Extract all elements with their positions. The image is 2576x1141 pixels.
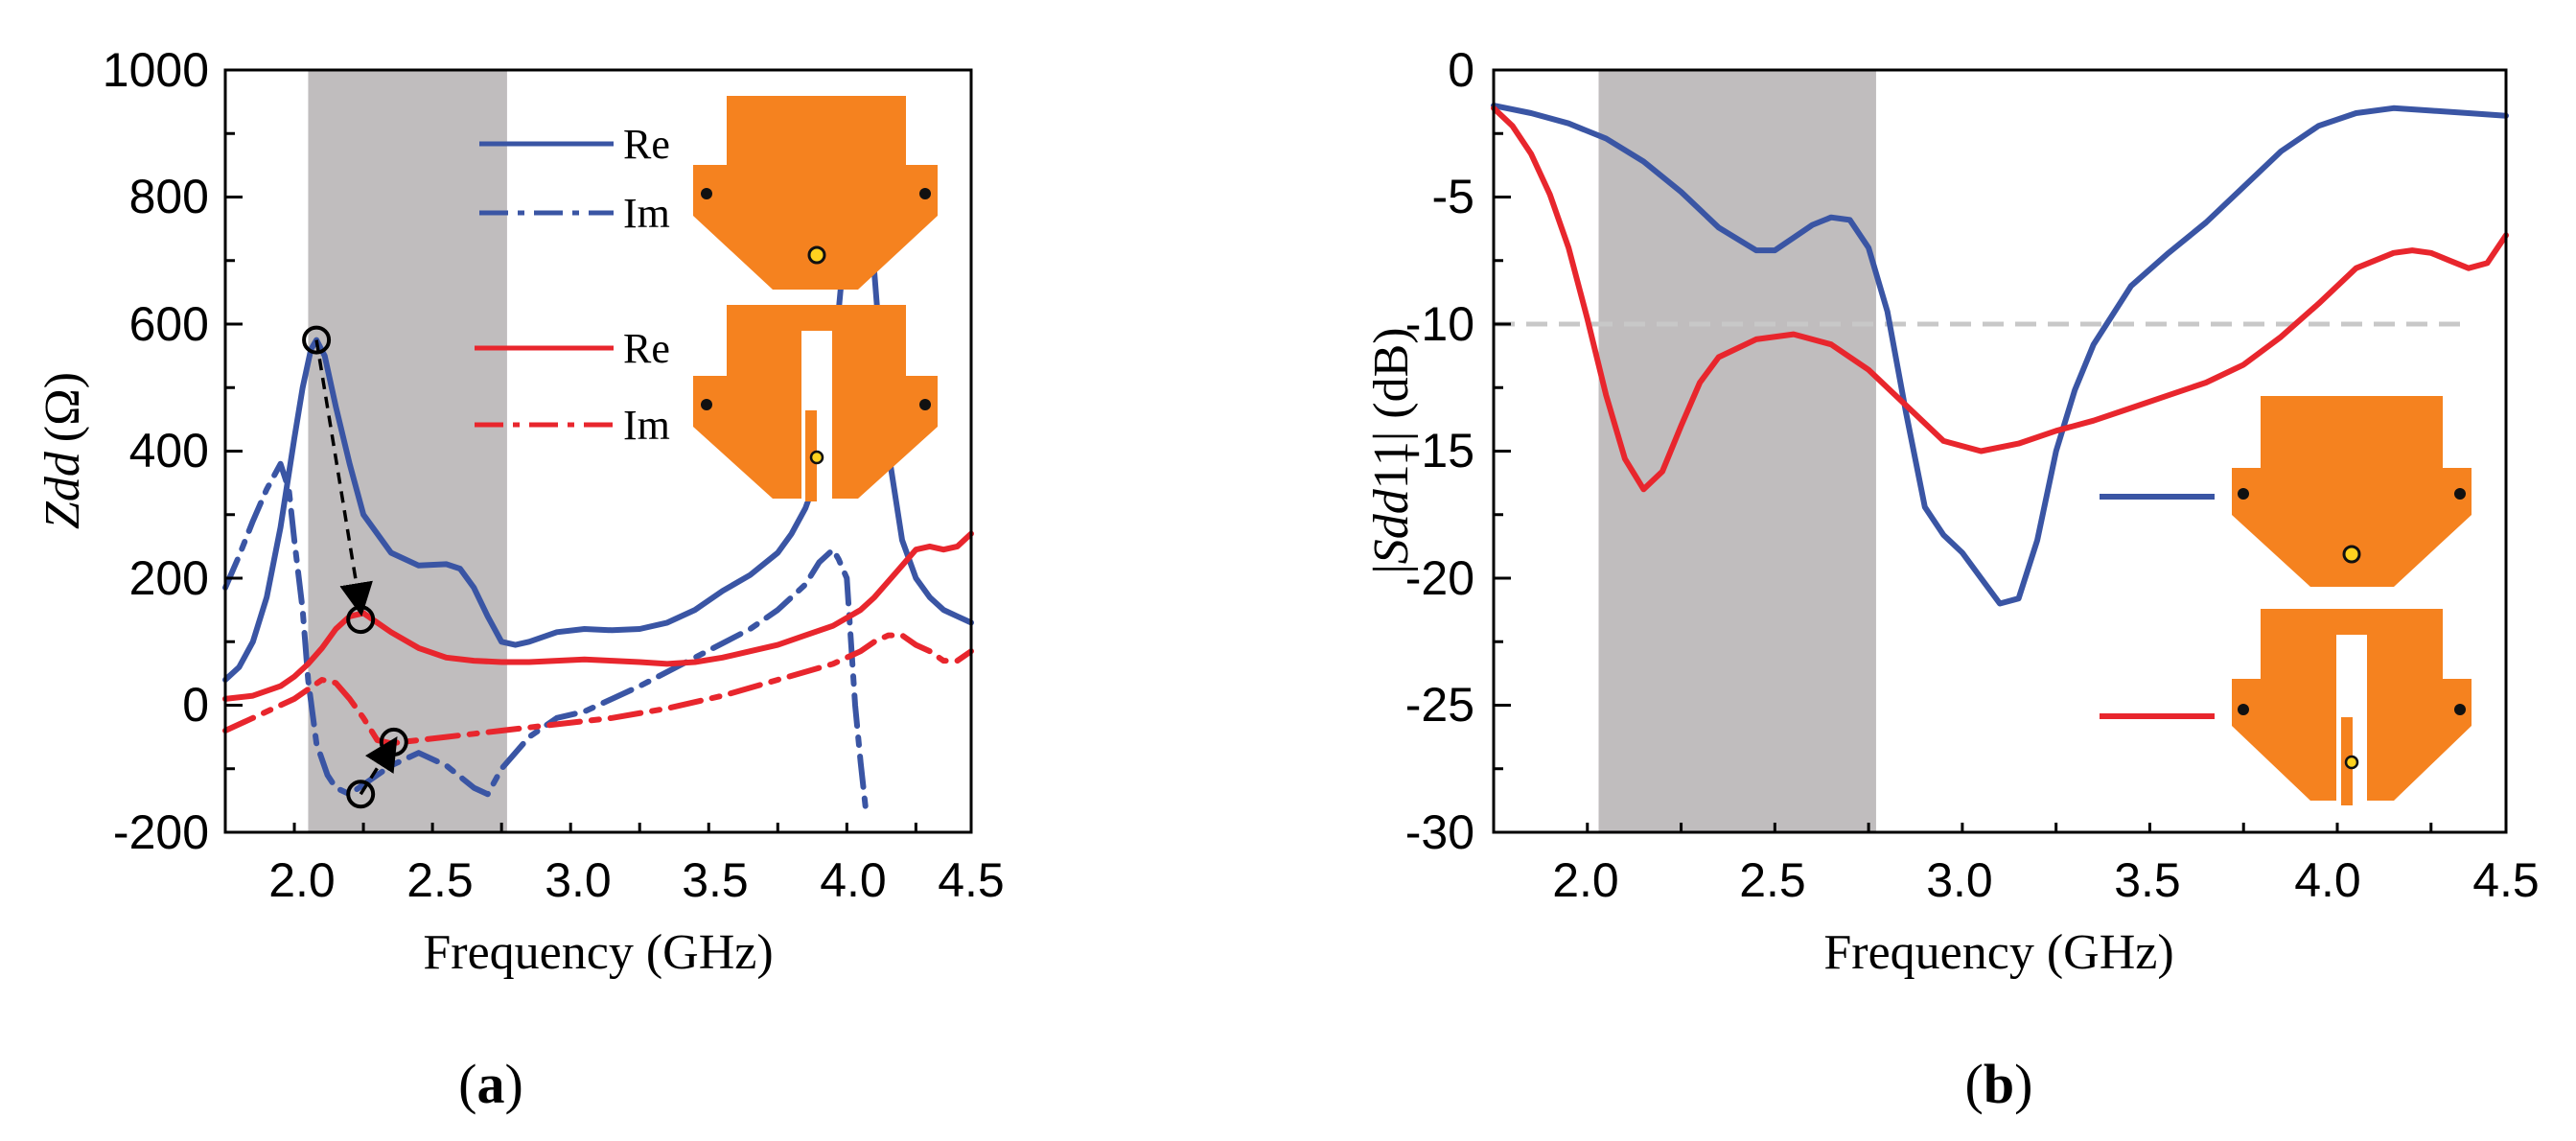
feed-point-left — [701, 399, 712, 410]
y-axis-label: |Sdd11| (dB) — [1364, 327, 1419, 573]
annotation-marker — [346, 780, 376, 809]
annotation-marker — [346, 605, 376, 635]
series-line-red-re — [222, 530, 974, 702]
antenna-icon-no-slot — [693, 96, 938, 290]
x-tick-label: 3.0 — [545, 853, 612, 907]
legend-label: Re — [623, 325, 670, 372]
annotation-marker — [302, 325, 332, 355]
y-tick-label: -15 — [1405, 424, 1474, 477]
feed-point-center — [2344, 755, 2359, 770]
series-line-red-im — [222, 632, 974, 747]
annotation-marker — [379, 727, 408, 757]
y-ticks-a — [225, 68, 243, 834]
antenna-icon-with-slot — [2232, 609, 2472, 805]
legend-label: Im — [623, 402, 670, 449]
y-tick-label: 800 — [129, 170, 209, 223]
y-tick-label: -200 — [113, 805, 209, 859]
x-tick-label: 2.0 — [268, 853, 336, 907]
series-line-blue-im — [222, 460, 870, 817]
feed-point-center — [2342, 545, 2361, 564]
x-tick-label: 3.5 — [682, 853, 749, 907]
y-axis-label: Zdd (Ω) — [35, 372, 90, 529]
panel-label-b: (b) — [1965, 1053, 2033, 1115]
y-tick-label: 200 — [129, 551, 209, 605]
y-tick-label: -20 — [1405, 551, 1474, 605]
feed-point-center — [807, 245, 826, 265]
feed-point-right — [919, 188, 931, 199]
shaded-band-b — [1598, 70, 1876, 832]
y-tick-label: -30 — [1405, 805, 1474, 859]
series-line-red-with-slot — [1491, 105, 2509, 493]
feed-point-center — [809, 450, 824, 465]
x-axis-label: Frequency (GHz) — [1823, 925, 2173, 980]
y-tick-label: -5 — [1432, 170, 1474, 223]
feed-point-right — [919, 399, 931, 410]
y-axis-unit: (Ω) — [35, 372, 90, 442]
feed-point-left — [2238, 488, 2249, 500]
antenna-icon-no-slot — [2232, 396, 2472, 587]
y-ticks-b — [1494, 68, 1511, 834]
shaded-band-a — [308, 70, 507, 832]
x-tick-label: 4.0 — [820, 853, 887, 907]
y-tick-label: -10 — [1405, 297, 1474, 351]
feed-point-left — [701, 188, 712, 199]
x-tick-label: 4.5 — [938, 853, 1005, 907]
y-axis-symbol: Zdd — [35, 451, 90, 529]
x-ticks-b — [1492, 823, 2433, 832]
feed-point-right — [2454, 488, 2466, 500]
x-tick-label: 4.5 — [2472, 853, 2540, 907]
y-tick-label: -25 — [1405, 678, 1474, 732]
feed-point-right — [2454, 704, 2466, 715]
feed-point-left — [2238, 704, 2249, 715]
legend-a: Re Im Re Im — [475, 121, 670, 449]
series-line-blue-without-slot — [1491, 103, 2509, 607]
antenna-icon-with-slot — [693, 305, 938, 501]
x-tick-label: 3.0 — [1926, 853, 1993, 907]
y-tick-label: 0 — [1448, 43, 1474, 97]
x-tick-label: 2.5 — [1739, 853, 1806, 907]
y-axis-symbol: Sdd — [1364, 488, 1419, 564]
annotation-arrow — [314, 339, 373, 617]
legend-label: Im — [623, 190, 670, 237]
y-tick-label: 0 — [182, 678, 209, 732]
x-tick-label: 4.0 — [2294, 853, 2361, 907]
x-tick-label: 2.0 — [1552, 853, 1619, 907]
annotation-arrow — [359, 736, 398, 796]
panel-label-a: (a) — [458, 1053, 523, 1115]
series-group-b — [1491, 103, 2509, 607]
panel-a: 1000 800 600 400 200 0 -200 2.0 2.5 3.0 … — [35, 43, 1005, 1115]
panel-b: 0 -5 -10 -15 -20 -25 -30 2.0 2.5 3.0 3.5… — [1364, 43, 2540, 1115]
y-tick-label: 600 — [129, 297, 209, 351]
y-tick-label: 1000 — [103, 43, 209, 97]
x-tick-label: 3.5 — [2114, 853, 2181, 907]
x-axis-label: Frequency (GHz) — [423, 925, 773, 980]
x-ticks-a — [223, 823, 917, 832]
annotations-a — [302, 325, 408, 809]
y-tick-label: 400 — [129, 424, 209, 477]
legend-label: Re — [623, 121, 670, 168]
x-tick-label: 2.5 — [406, 853, 474, 907]
